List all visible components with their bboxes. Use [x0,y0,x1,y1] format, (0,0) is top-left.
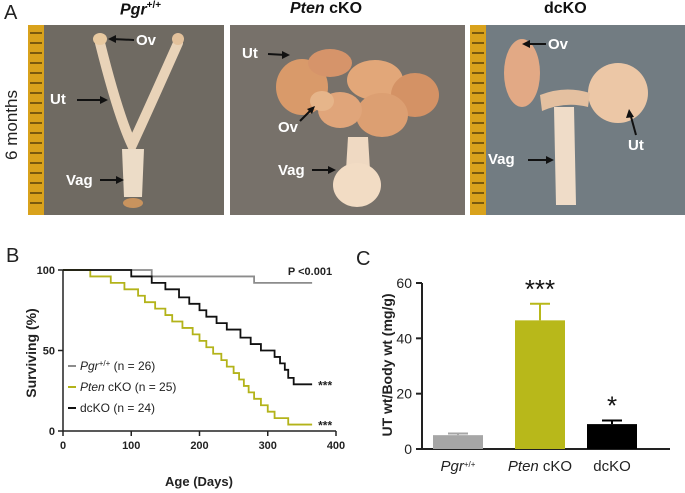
photo-dcko-label-ov: Ov [548,36,569,53]
legend-label-1-part-2: cKO (n = 25) [105,380,177,394]
bar-category-label-1: Pten cKO [508,458,572,475]
survival-xtick-label-2: 200 [190,440,208,452]
photo-title-1-sup: +/+ [146,0,162,11]
bar-1 [515,320,565,449]
photo-pgr-label-vag: Vag [66,172,93,189]
bar-chart: UT wt/Body wt (mg/g) 0 20 40 60 Pgr+/+ *** Pt… [379,274,670,475]
bar-0 [433,435,483,449]
survival-chart: Surviving (%) Age (Days) P <0.001 0 50 100… [23,265,346,489]
survival-xlabel: Age (Days) [165,474,233,489]
side-label: 6 months [2,90,21,160]
photo-dcko-label-ut: Ut [628,137,644,154]
photo-pgr-label-ut: Ut [50,91,66,108]
bar-ytick-label-3: 60 [396,275,412,291]
survival-line-1 [63,269,313,426]
survival-legend: Pgr+/+ (n = 26) Pten cKO (n = 25) dcKO (n … [68,359,176,415]
survival-ylabel: Surviving (%) [23,308,39,397]
photo-title-2-italic: Pten [290,0,325,17]
bar-marks: Pgr+/+ *** Pten cKO * dcKO [433,274,637,475]
bar-significance-2: * [607,391,617,421]
photo-pten-label-ov: Ov [278,119,299,136]
photo-title-1: Pgr+/+ [120,0,161,19]
survival-line-2 [63,269,313,386]
bar-category-label-0: Pgr+/+ [441,458,476,475]
survival-xtick-label-3: 300 [259,440,277,452]
survival-axes: 0 50 100 0 100 200 300 400 [37,265,346,452]
bar-2 [587,424,637,449]
bar-category-label-2: dcKO [593,458,631,475]
survival-annotation: P <0.001 [288,266,332,278]
photo-pten-label-vag: Vag [278,162,305,179]
legend-label-1: Pten cKO (n = 25) [80,380,176,394]
photo-title-1-main: Pgr [120,1,147,19]
bar-ytick-label-0: 0 [404,441,412,457]
survival-ytick-label-0: 0 [49,426,55,438]
survival-line-0 [63,269,313,284]
survival-xtick-label-1: 100 [122,440,140,452]
bar-category-label-0-part-0: Pgr [441,458,465,475]
photo-dcko-image [470,25,685,215]
panel-b-letter: B [6,245,20,267]
panel-c-letter: C [356,248,371,270]
legend-label-0: Pgr+/+ (n = 26) [80,359,155,374]
bar-axes: 0 20 40 60 [396,275,670,457]
photo-panel-pgr: Ov Ut Vag [28,25,224,215]
photo-panel-pten: Ut Ov Vag [230,25,465,215]
photo-title-2: Pten cKO [290,0,362,18]
bar-category-label-1-part-0: Pten [508,458,539,475]
bar-significance-1: *** [525,274,555,304]
photo-dcko-label-vag: Vag [488,151,515,168]
photo-pgr-label-ov: Ov [136,32,157,49]
survival-series: *** *** [63,269,332,433]
bar-ytick-label-2: 40 [396,330,412,346]
photo-pten-image [230,25,465,215]
survival-xtick-label-0: 0 [60,440,66,452]
photo-dcko-arrows [522,40,637,164]
photo-pgr-arrows [77,35,135,184]
survival-ytick-label-1: 50 [43,346,55,358]
legend-label-0-part-1: +/+ [99,359,111,368]
bar-category-label-2-part-2: dcKO [593,458,631,475]
bar-category-label-0-part-1: +/+ [464,460,476,469]
photo-title-2-rest: cKO [324,0,363,17]
photo-title-3: dcKO [544,0,587,17]
survival-end-label-2: *** [318,378,332,392]
legend-label-0-part-2: (n = 26) [110,359,155,373]
panel-a-letter: A [4,2,18,24]
photo-pten-arrows [267,51,336,174]
survival-ytick-label-2: 100 [37,265,55,277]
photo-panel-dcko: Ov Ut Vag [470,25,685,215]
bar-ylabel: UT wt/Body wt (mg/g) [379,293,395,436]
legend-label-2-part-0: dcKO (n = 24) [80,401,155,415]
photo-pgr-image [28,25,224,215]
photo-pten-label-ut: Ut [242,45,258,62]
bar-ytick-label-1: 20 [396,386,412,402]
survival-xtick-label-4: 400 [327,440,345,452]
bar-category-label-1-part-2: cKO [539,458,572,475]
legend-label-2: dcKO (n = 24) [80,401,155,415]
legend-label-0-part-0: Pgr [80,359,100,373]
legend-label-1-part-0: Pten [80,380,105,394]
survival-end-label-1: *** [318,419,332,433]
